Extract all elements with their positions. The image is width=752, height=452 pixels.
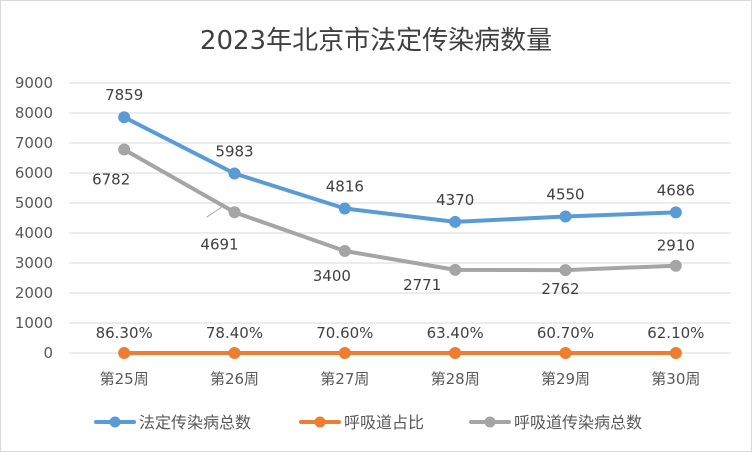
data-label: 2762 xyxy=(541,280,579,298)
legend-item-2: 呼吸道占比 xyxy=(299,413,424,432)
series-1 xyxy=(118,111,682,228)
y-tick-label: 7000 xyxy=(15,134,53,152)
data-label: 70.60% xyxy=(316,324,373,342)
data-label: 78.40% xyxy=(206,324,263,342)
x-tick-label: 第29周 xyxy=(541,370,590,388)
data-point xyxy=(449,346,462,359)
data-point xyxy=(559,346,572,359)
data-label: 86.30% xyxy=(96,324,153,342)
data-label: 60.70% xyxy=(537,324,594,342)
x-axis: 第25周 第26周 第27周 第28周 第29周 第30周 xyxy=(100,370,701,388)
data-point xyxy=(449,263,462,276)
data-point xyxy=(338,245,351,257)
data-point xyxy=(228,206,241,219)
data-point xyxy=(118,111,131,124)
legend-item-3: 呼吸道传染病总数 xyxy=(469,413,642,432)
series-2 xyxy=(118,346,682,359)
data-label: 62.10% xyxy=(647,324,704,342)
data-point xyxy=(669,206,682,219)
legend-swatch-marker xyxy=(484,416,496,428)
data-label: 4370 xyxy=(436,191,474,209)
data-label: 4816 xyxy=(326,178,364,196)
data-label: 4550 xyxy=(546,186,584,204)
data-point xyxy=(228,346,241,359)
leader-line xyxy=(206,206,222,218)
data-point xyxy=(449,215,462,228)
x-tick-label: 第27周 xyxy=(320,370,369,388)
data-label: 3400 xyxy=(313,267,351,285)
data-label: 2771 xyxy=(403,276,441,294)
data-point xyxy=(338,346,351,359)
series-layer xyxy=(118,111,682,359)
data-label: 2910 xyxy=(657,237,695,255)
y-tick-label: 3000 xyxy=(15,254,53,272)
legend-label: 法定传染病总数 xyxy=(139,413,251,432)
y-tick-label: 6000 xyxy=(15,164,53,182)
y-tick-label: 5000 xyxy=(15,194,53,212)
legend-item-1: 法定传染病总数 xyxy=(94,413,251,432)
y-tick-label: 0 xyxy=(43,344,53,362)
series-line xyxy=(122,115,678,224)
y-tick-label: 4000 xyxy=(15,224,53,242)
series-line xyxy=(122,147,678,273)
y-tick-label: 8000 xyxy=(15,104,53,122)
x-tick-label: 第26周 xyxy=(210,370,259,388)
y-axis: 0 1000 2000 3000 4000 5000 6000 7000 8000 9000 xyxy=(15,74,53,362)
x-tick-label: 第28周 xyxy=(431,370,480,388)
legend-swatch-marker xyxy=(314,416,326,428)
data-label: 4686 xyxy=(657,181,695,199)
series-3 xyxy=(118,143,682,277)
data-label: 5983 xyxy=(215,143,253,161)
data-point xyxy=(228,167,241,180)
legend: 法定传染病总数 呼吸道占比 呼吸道传染病总数 xyxy=(94,413,642,432)
data-label: 4691 xyxy=(200,235,238,253)
gridlines xyxy=(69,82,731,354)
data-point xyxy=(559,210,572,223)
data-label: 7859 xyxy=(105,86,143,104)
data-labels: 7859 5983 4816 4370 4550 4686 86.30% 78.40% 70.6… xyxy=(92,86,704,342)
data-point xyxy=(669,346,682,359)
y-tick-label: 9000 xyxy=(15,74,53,92)
chart-title: 2023年北京市法定传染病数量 xyxy=(200,26,552,56)
data-point xyxy=(669,259,682,272)
data-point xyxy=(338,202,351,215)
data-label: 63.40% xyxy=(427,324,484,342)
y-tick-label: 1000 xyxy=(15,314,53,332)
y-tick-label: 2000 xyxy=(15,284,53,302)
data-point xyxy=(118,143,131,156)
data-label: 6782 xyxy=(92,171,130,189)
legend-label: 呼吸道占比 xyxy=(344,413,424,432)
x-tick-label: 第30周 xyxy=(651,370,700,388)
data-point xyxy=(118,346,131,359)
data-point xyxy=(559,264,572,277)
legend-swatch-marker xyxy=(109,416,121,428)
x-tick-label: 第25周 xyxy=(100,370,149,388)
legend-label: 呼吸道传染病总数 xyxy=(514,413,642,432)
